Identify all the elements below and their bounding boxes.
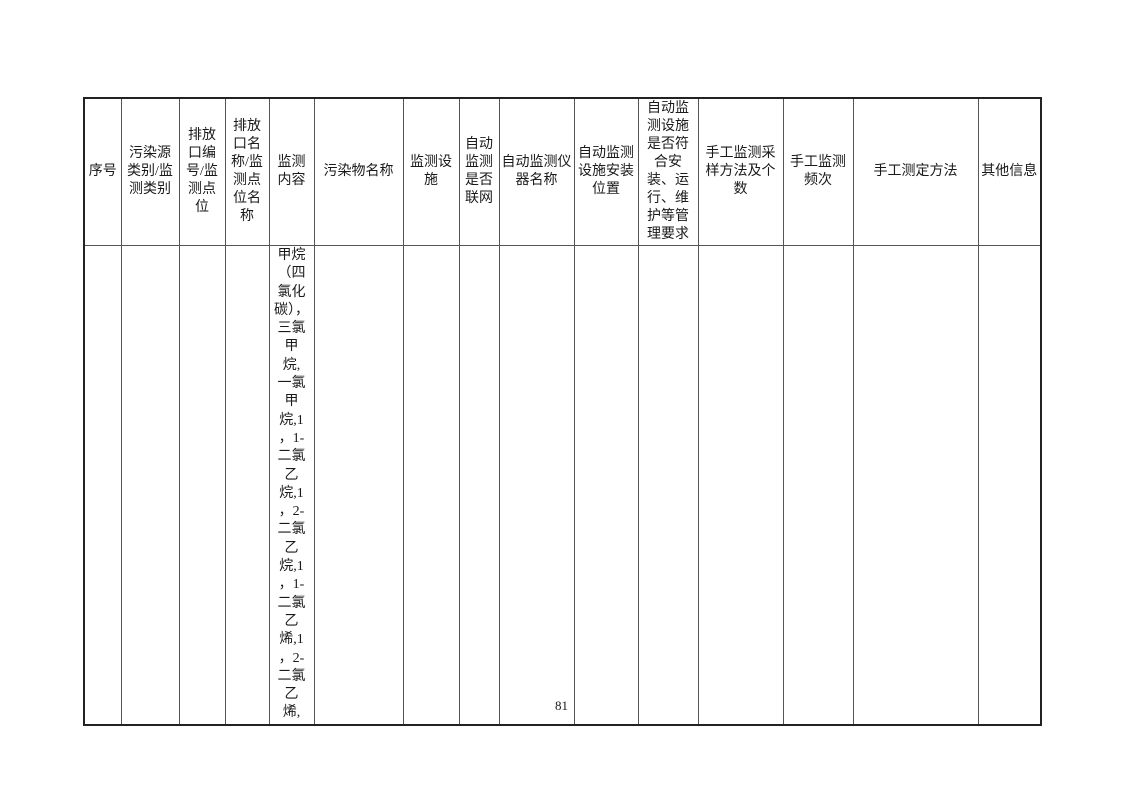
cell-auto-networked bbox=[458, 244, 500, 726]
col-header-auto-monitoring-instrument: 自动监测仪器名称 bbox=[498, 97, 575, 246]
col-header-manual-sampling-method: 手工监测采样方法及个数 bbox=[697, 97, 784, 246]
cell-monitoring-facility bbox=[402, 244, 460, 726]
table-header-row: 序号 污染源类别/监测类别 排放口编号/监测点位 排放口名称/监测点位名称 监测… bbox=[83, 97, 1042, 246]
cell-outlet-name bbox=[224, 244, 270, 726]
col-header-monitoring-facility: 监测设施 bbox=[402, 97, 460, 246]
col-header-pollutant-name: 污染物名称 bbox=[313, 97, 404, 246]
cell-other-info bbox=[977, 244, 1042, 726]
col-header-other-info: 其他信息 bbox=[977, 97, 1042, 246]
col-header-manual-monitoring-frequency: 手工监测频次 bbox=[782, 97, 854, 246]
cell-auto-instrument bbox=[498, 244, 575, 726]
cell-seq bbox=[83, 244, 122, 726]
col-header-auto-monitoring-install-location: 自动监测设施安装位置 bbox=[573, 97, 639, 246]
cell-auto-compliance bbox=[637, 244, 699, 726]
table-row: 甲烷 （四 氯化 碳）， 三氯 甲 烷, 一氯 甲 烷,1 ，1- 二氯 乙 烷… bbox=[83, 244, 1042, 726]
cell-manual-method bbox=[852, 244, 979, 726]
col-header-pollution-source-category: 污染源类别/监测类别 bbox=[120, 97, 180, 246]
cell-source-category bbox=[120, 244, 180, 726]
col-header-manual-determination-method: 手工测定方法 bbox=[852, 97, 979, 246]
cell-auto-install-location bbox=[573, 244, 639, 726]
col-header-auto-monitoring-networked: 自动监测是否联网 bbox=[458, 97, 500, 246]
col-header-auto-monitoring-compliance: 自动监测设施是否符合安装、运行、维护等管理要求 bbox=[637, 97, 699, 246]
cell-manual-sampling bbox=[697, 244, 784, 726]
col-header-outlet-number: 排放口编号/监测点位 bbox=[178, 97, 226, 246]
col-header-monitoring-content: 监测内容 bbox=[268, 97, 315, 246]
col-header-outlet-name: 排放口名称/监测点位名称 bbox=[224, 97, 270, 246]
cell-pollutant-name bbox=[313, 244, 404, 726]
col-header-seq: 序号 bbox=[83, 97, 122, 246]
cell-outlet-number bbox=[178, 244, 226, 726]
monitoring-table: 序号 污染源类别/监测类别 排放口编号/监测点位 排放口名称/监测点位名称 监测… bbox=[83, 97, 1042, 726]
cell-monitoring-content: 甲烷 （四 氯化 碳）， 三氯 甲 烷, 一氯 甲 烷,1 ，1- 二氯 乙 烷… bbox=[268, 244, 315, 726]
page-number: 81 bbox=[555, 698, 568, 713]
cell-manual-frequency bbox=[782, 244, 854, 726]
